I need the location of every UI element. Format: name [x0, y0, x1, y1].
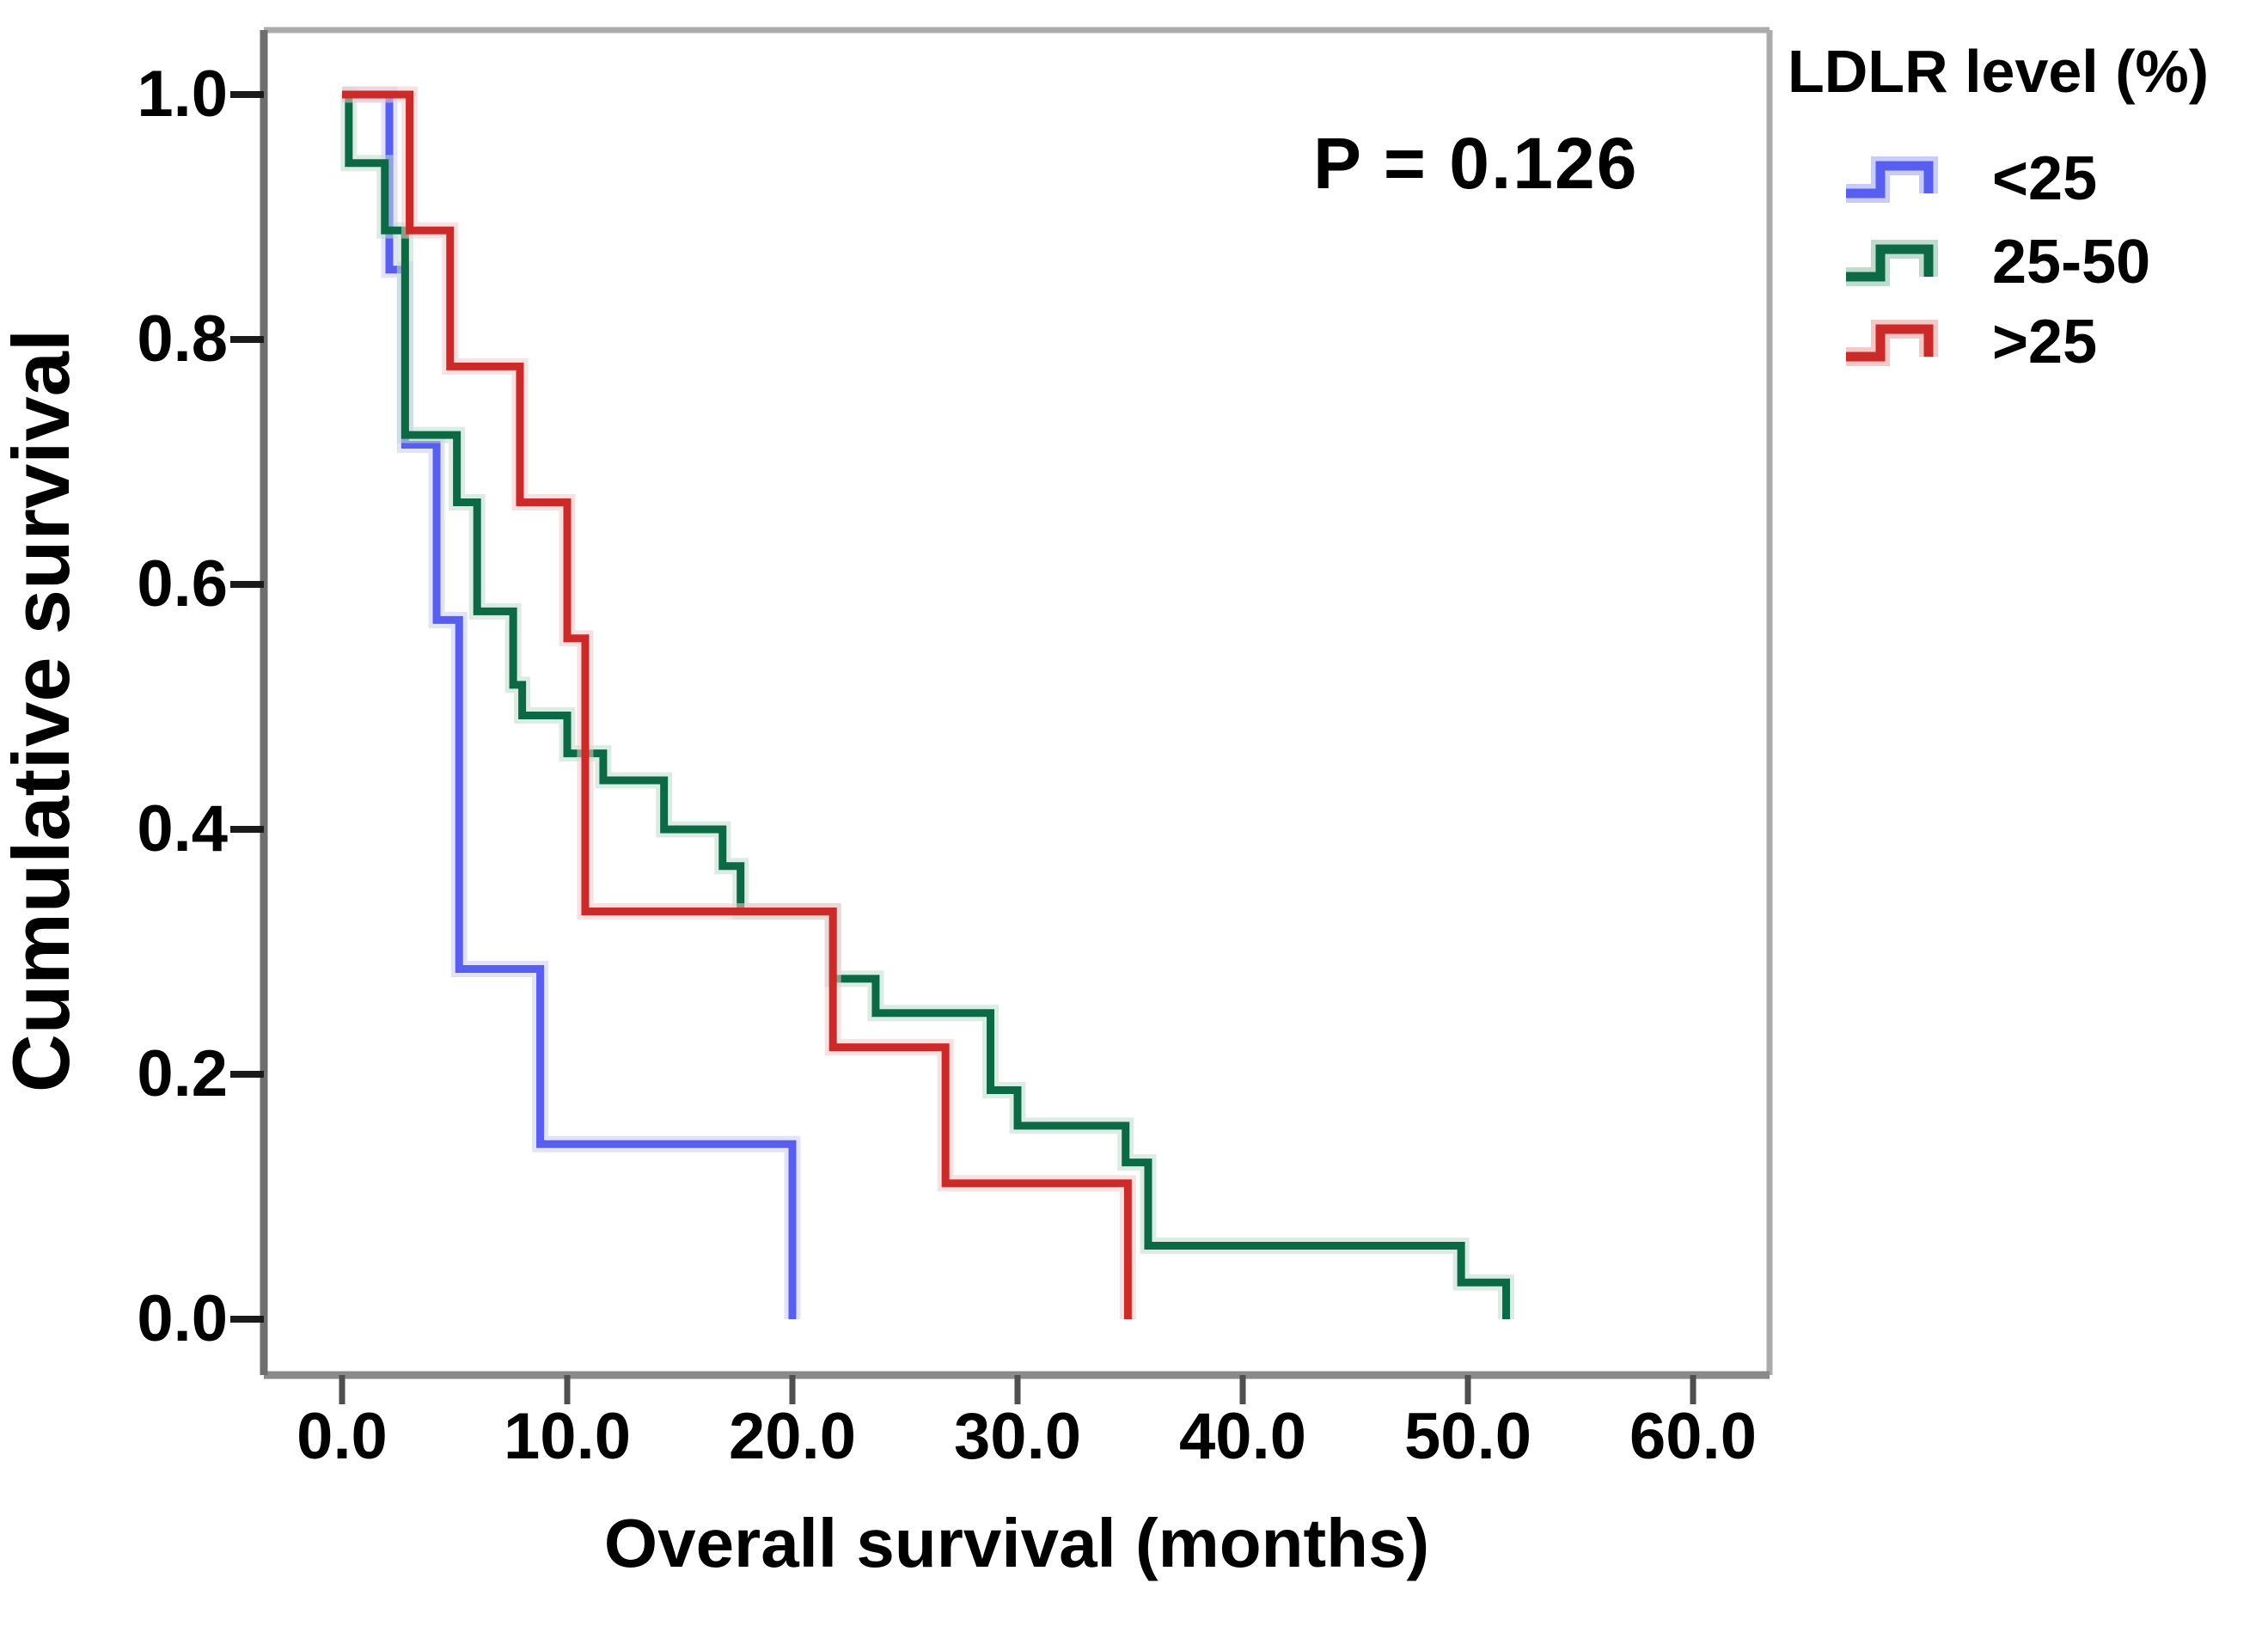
x-axis-tick-label: 0.0 [296, 1400, 388, 1473]
step-line-icon [1846, 320, 1938, 366]
x-axis-tick-label: 30.0 [954, 1400, 1081, 1473]
legend-entry-lt25: <25 [1841, 144, 2097, 213]
legend: LDLR level (%) <25 25-50 >25 [1788, 38, 2268, 373]
step-line-icon [1846, 156, 1938, 203]
x-axis-tick-label: 20.0 [729, 1400, 856, 1473]
x-axis-title: Overall survival (months) [603, 1505, 1430, 1581]
survival-curve-2550 [342, 90, 1511, 1319]
survival-curve-25 [342, 90, 797, 1319]
survival-curve-halo-2550 [340, 86, 1515, 1319]
p-value-annotation: P = 0.126 [1313, 123, 1639, 204]
legend-label: 25-50 [1992, 228, 2151, 296]
legend-entry-gt25: >25 [1841, 308, 2097, 376]
x-axis-tick-label: 10.0 [504, 1400, 631, 1473]
y-axis-tick-label: 0.6 [137, 547, 228, 620]
legend-label: >25 [1992, 308, 2098, 376]
y-axis-tick-label: 1.0 [137, 58, 228, 131]
survival-curve-25 [342, 90, 1132, 1319]
x-axis-tick-label: 50.0 [1404, 1400, 1531, 1473]
y-axis-title: Cumulative survival [0, 328, 86, 1093]
legend-label: <25 [1992, 144, 2098, 213]
legend-entry-25-50: 25-50 [1841, 228, 2150, 296]
y-axis-tick-label: 0.4 [137, 792, 228, 865]
legend-title: LDLR level (%) [1788, 38, 2210, 105]
y-axis-tick-label: 0.8 [137, 303, 228, 376]
y-axis-tick-label: 0.0 [137, 1282, 228, 1355]
x-axis-tick-label: 40.0 [1179, 1400, 1306, 1473]
step-line-icon [1846, 240, 1938, 286]
y-axis-tick-label: 0.2 [137, 1037, 228, 1110]
x-axis-tick-label: 60.0 [1629, 1400, 1757, 1473]
